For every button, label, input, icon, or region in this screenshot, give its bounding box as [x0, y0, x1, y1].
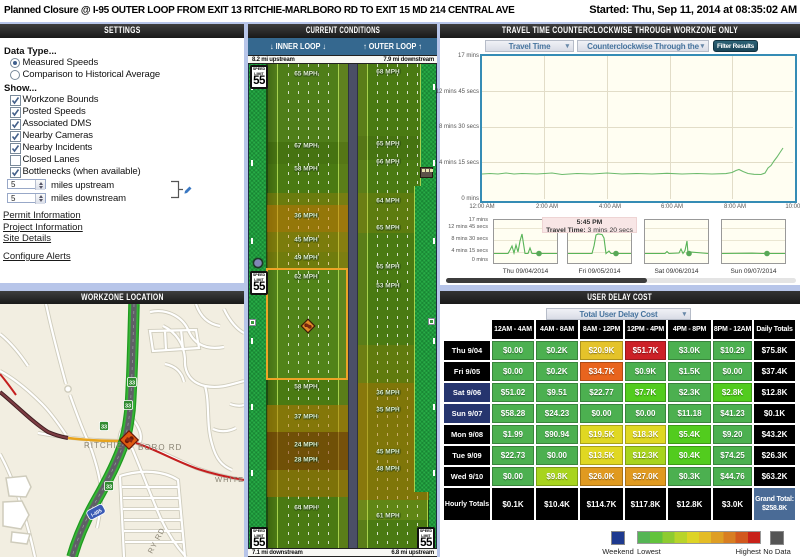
svg-text:BORO RD: BORO RD	[138, 443, 182, 452]
svg-text:33: 33	[125, 404, 131, 410]
svg-text:33: 33	[101, 425, 107, 431]
svg-text:33: 33	[129, 381, 135, 387]
svg-text:33: 33	[106, 485, 112, 491]
svg-text:WHITE: WHITE	[215, 475, 244, 484]
svg-text:RITCHIE M: RITCHIE M	[84, 441, 134, 450]
svg-text:I-495: I-495	[90, 508, 103, 519]
